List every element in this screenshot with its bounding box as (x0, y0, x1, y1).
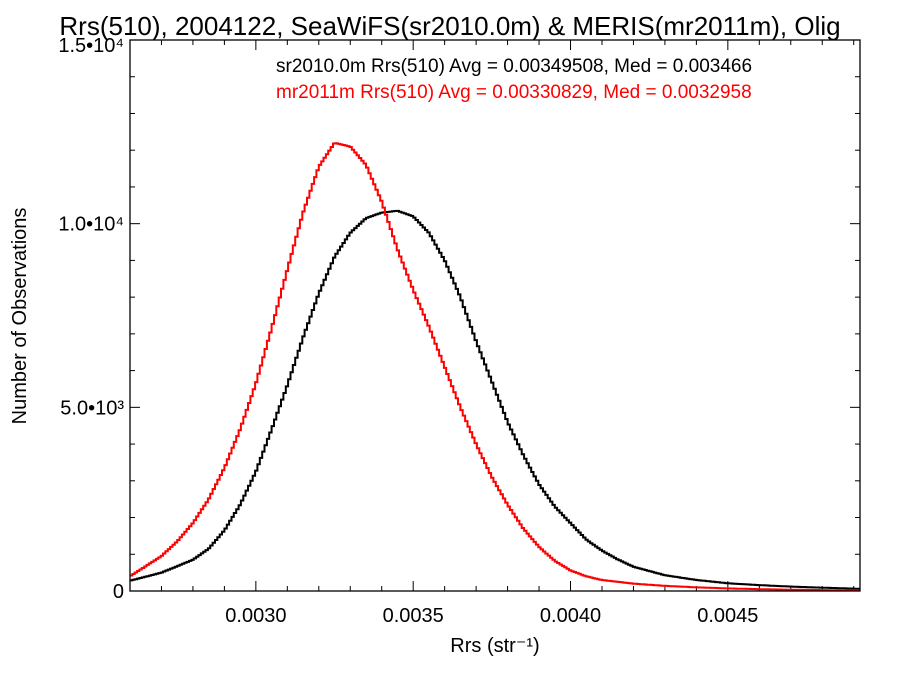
x-tick-label: 0.0040 (540, 605, 601, 627)
annotation-mr2011-stats: mr2011m Rrs(510) Avg = 0.00330829, Med =… (276, 82, 752, 103)
x-tick-labels: 0.0030 0.0035 0.0040 0.0045 (225, 605, 758, 627)
x-axis-title: Rrs (str⁻¹) (450, 635, 539, 657)
y-tick-label: 5.0•10³ (60, 397, 124, 419)
annotation-sr2010-stats: sr2010.0m Rrs(510) Avg = 0.00349508, Med… (276, 56, 752, 77)
plot-frame (129, 39, 861, 592)
y-tick-labels: 0 5.0•10³ 1.0•10⁴ 1.5•10⁴ (58, 35, 124, 603)
y-tick-label: 1.0•10⁴ (58, 214, 124, 236)
y-tick-label: 1.5•10⁴ (58, 35, 124, 57)
x-tick-label: 0.0045 (697, 605, 758, 627)
x-tick-label: 0.0030 (225, 605, 286, 627)
series-sr2010-histogram (130, 209, 861, 590)
y-tick-label: 0 (113, 581, 124, 603)
x-tick-label: 0.0035 (383, 605, 444, 627)
plot-series (130, 142, 861, 592)
y-axis-title: Number of Observations (9, 208, 31, 425)
chart-title: Rrs(510), 2004122, SeaWiFS(sr2010.0m) & … (59, 11, 840, 41)
series-mr2011-histogram (130, 142, 860, 592)
